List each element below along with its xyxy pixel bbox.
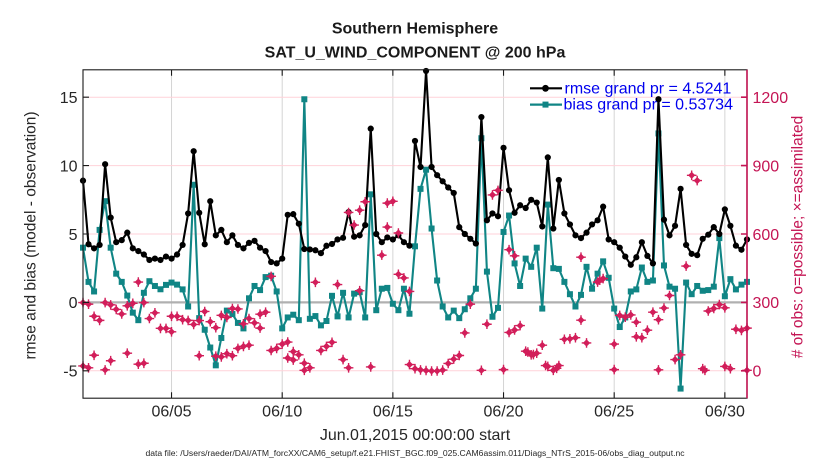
svg-text:SAT_U_WIND_COMPONENT @ 200 hPa: SAT_U_WIND_COMPONENT @ 200 hPa — [265, 45, 566, 62]
svg-text:Jun.01,2015 00:00:00 start: Jun.01,2015 00:00:00 start — [320, 427, 511, 444]
svg-text:10: 10 — [60, 158, 78, 175]
svg-text:1200: 1200 — [753, 90, 789, 107]
svg-text:# of obs: o=possible; ×=assimi: # of obs: o=possible; ×=assimilated — [790, 116, 807, 359]
svg-text:rmse grand pr = 4.5241: rmse grand pr = 4.5241 — [565, 80, 732, 97]
svg-text:15: 15 — [60, 90, 78, 107]
svg-text:300: 300 — [753, 295, 780, 312]
svg-text:0: 0 — [69, 295, 78, 312]
svg-text:06/25: 06/25 — [594, 404, 634, 421]
svg-text:-5: -5 — [63, 364, 77, 381]
svg-text:600: 600 — [753, 227, 780, 244]
svg-text:06/30: 06/30 — [705, 404, 745, 421]
svg-text:data file: /Users/raeder/DAI/A: data file: /Users/raeder/DAI/ATM_forcXX/… — [145, 448, 685, 458]
svg-text:06/20: 06/20 — [484, 404, 524, 421]
svg-text:06/05: 06/05 — [152, 404, 192, 421]
svg-text:06/10: 06/10 — [262, 404, 302, 421]
svg-text:Southern Hemisphere: Southern Hemisphere — [332, 21, 498, 38]
svg-text:900: 900 — [753, 158, 780, 175]
svg-text:0: 0 — [753, 364, 762, 381]
svg-text:06/15: 06/15 — [373, 404, 413, 421]
svg-text:5: 5 — [69, 227, 78, 244]
svg-text:rmse and bias (model - observa: rmse and bias (model - observation) — [23, 111, 40, 359]
svg-text:bias grand pr = 0.53734: bias grand pr = 0.53734 — [564, 97, 734, 114]
